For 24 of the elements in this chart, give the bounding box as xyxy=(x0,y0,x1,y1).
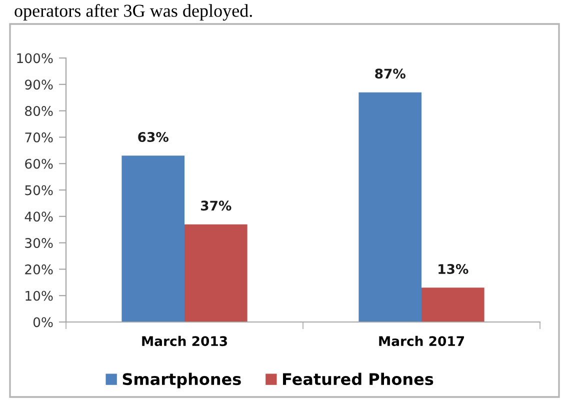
data-label: 87% xyxy=(375,68,406,79)
bar xyxy=(184,224,248,322)
legend-label: Featured Phones xyxy=(283,372,434,386)
y-tick-label: 40% xyxy=(24,212,53,222)
bar xyxy=(422,288,484,322)
x-tick-label: March 2013 xyxy=(142,336,227,346)
data-label: 13% xyxy=(438,264,468,274)
y-tick-label: 30% xyxy=(25,238,53,248)
y-tick-label: 10% xyxy=(26,290,53,301)
data-label: 63% xyxy=(138,132,168,142)
y-tick-label: 0% xyxy=(33,317,53,328)
x-tick-label: March 2017 xyxy=(379,336,464,346)
text: operators after 3G was deployed. xyxy=(14,4,252,21)
bar xyxy=(122,156,184,322)
data-label: 37% xyxy=(200,200,232,211)
y-tick-label: 70% xyxy=(25,132,53,142)
y-tick-label: 60% xyxy=(25,158,53,169)
y-tick-label: 100% xyxy=(17,53,53,64)
legend-label: Smartphones xyxy=(122,372,241,388)
y-tick-label: 80% xyxy=(25,106,53,116)
y-tick-label: 20% xyxy=(25,264,53,274)
bar xyxy=(358,92,422,322)
y-tick-label: 50% xyxy=(25,185,53,196)
y-tick-label: 90% xyxy=(25,80,53,90)
